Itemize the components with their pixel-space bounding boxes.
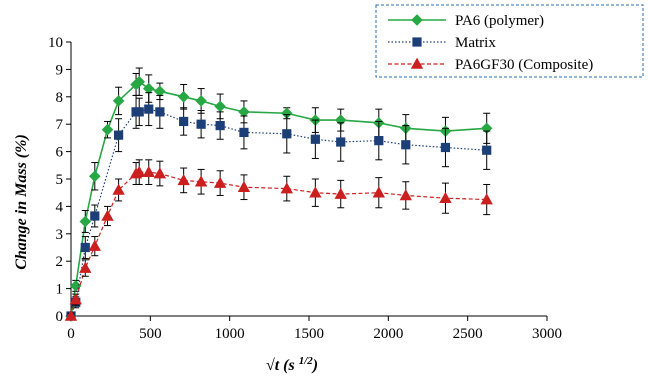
data-point: [214, 100, 226, 113]
legend-label: Matrix: [455, 35, 496, 51]
data-point: [480, 193, 493, 205]
y-tick-label: 4: [56, 199, 64, 215]
x-axis-label-var: t: [275, 357, 280, 374]
series-line: [70, 171, 487, 317]
data-point: [101, 209, 114, 221]
legend-marker: [410, 57, 424, 69]
x-axis-label-close: ): [311, 357, 318, 374]
data-point: [372, 186, 385, 198]
data-point: [336, 137, 346, 147]
data-point: [439, 191, 452, 203]
y-tick-label: 10: [48, 35, 63, 51]
x-tick-label: 500: [139, 326, 162, 342]
data-point: [64, 309, 78, 321]
series-line: [70, 80, 487, 317]
data-point: [401, 140, 411, 150]
data-point: [153, 167, 167, 179]
y-tick-label: 9: [56, 62, 64, 78]
data-point: [179, 116, 189, 127]
y-tick-label: 8: [56, 90, 64, 106]
series-1: [65, 67, 493, 322]
legend-label: PA6 (polymer): [455, 13, 544, 29]
x-tick-label: 2500: [453, 326, 483, 342]
y-axis-label: Change in Mass (%): [13, 134, 30, 270]
data-point: [196, 119, 206, 129]
data-point: [155, 107, 165, 117]
x-tick-label: 1500: [294, 326, 324, 342]
y-tick-label: 7: [56, 117, 64, 133]
x-axis-label-unit: (s: [279, 357, 299, 374]
data-point: [133, 165, 146, 177]
y-tick-label: 2: [56, 254, 64, 270]
data-point: [142, 165, 155, 177]
data-point: [134, 107, 144, 117]
legend-marker: [412, 37, 422, 47]
data-point: [90, 211, 100, 221]
data-point: [482, 145, 492, 155]
data-point: [237, 180, 251, 193]
x-tick-label: 0: [67, 326, 75, 342]
x-tick-label: 3000: [532, 326, 562, 342]
data-point: [282, 129, 292, 139]
legend: PA6 (polymer) Matrix PA6GF30 (Composite): [375, 4, 644, 78]
data-point: [215, 120, 225, 131]
y-tick-label: 5: [56, 172, 64, 188]
series-layer: [64, 67, 493, 322]
data-point: [79, 215, 92, 228]
legend-item-3: PA6GF30 (Composite): [388, 57, 593, 73]
y-tick-label: 0: [56, 309, 64, 325]
legend-item-2: Matrix: [388, 35, 496, 51]
legend-marker: [411, 14, 423, 26]
x-axis-label-sqrt: √: [266, 357, 275, 374]
data-point: [101, 123, 114, 136]
data-point: [133, 75, 145, 88]
data-point: [79, 261, 92, 273]
y-tick-label: 6: [56, 145, 64, 161]
series-line: [70, 108, 487, 317]
data-point: [112, 95, 125, 107]
data-point: [334, 187, 347, 199]
x-tick-label: 1000: [215, 326, 245, 342]
y-tick-label: 3: [56, 227, 64, 243]
data-point: [144, 104, 154, 114]
legend-item-1: PA6 (polymer): [388, 13, 544, 29]
data-point: [114, 130, 124, 140]
series-2: [66, 92, 492, 321]
data-point: [309, 186, 322, 198]
data-point: [374, 136, 384, 146]
data-point: [112, 183, 125, 195]
data-point: [195, 95, 207, 107]
data-point: [310, 134, 320, 144]
data-point: [280, 182, 293, 194]
y-tick-label: 1: [56, 282, 64, 298]
data-point: [239, 127, 249, 138]
x-axis-label: √t (s 1/2): [266, 355, 318, 374]
data-point: [399, 189, 412, 201]
data-point: [213, 176, 227, 188]
series-3: [64, 159, 493, 321]
legend-label: PA6GF30 (Composite): [455, 57, 593, 73]
data-point: [177, 174, 190, 186]
data-point: [89, 170, 101, 183]
data-point: [88, 239, 101, 251]
axes: 0 1 2 3 4 5 6 7 8 9 10 0 500 1000 1500 2000 2500 3000: [48, 35, 562, 342]
x-axis-label-exp: 1/2: [299, 355, 314, 367]
data-point: [440, 142, 451, 153]
x-tick-label: 2000: [373, 326, 403, 342]
data-point: [194, 175, 208, 187]
data-point: [80, 242, 90, 253]
data-point: [69, 293, 82, 305]
data-point: [177, 91, 190, 103]
